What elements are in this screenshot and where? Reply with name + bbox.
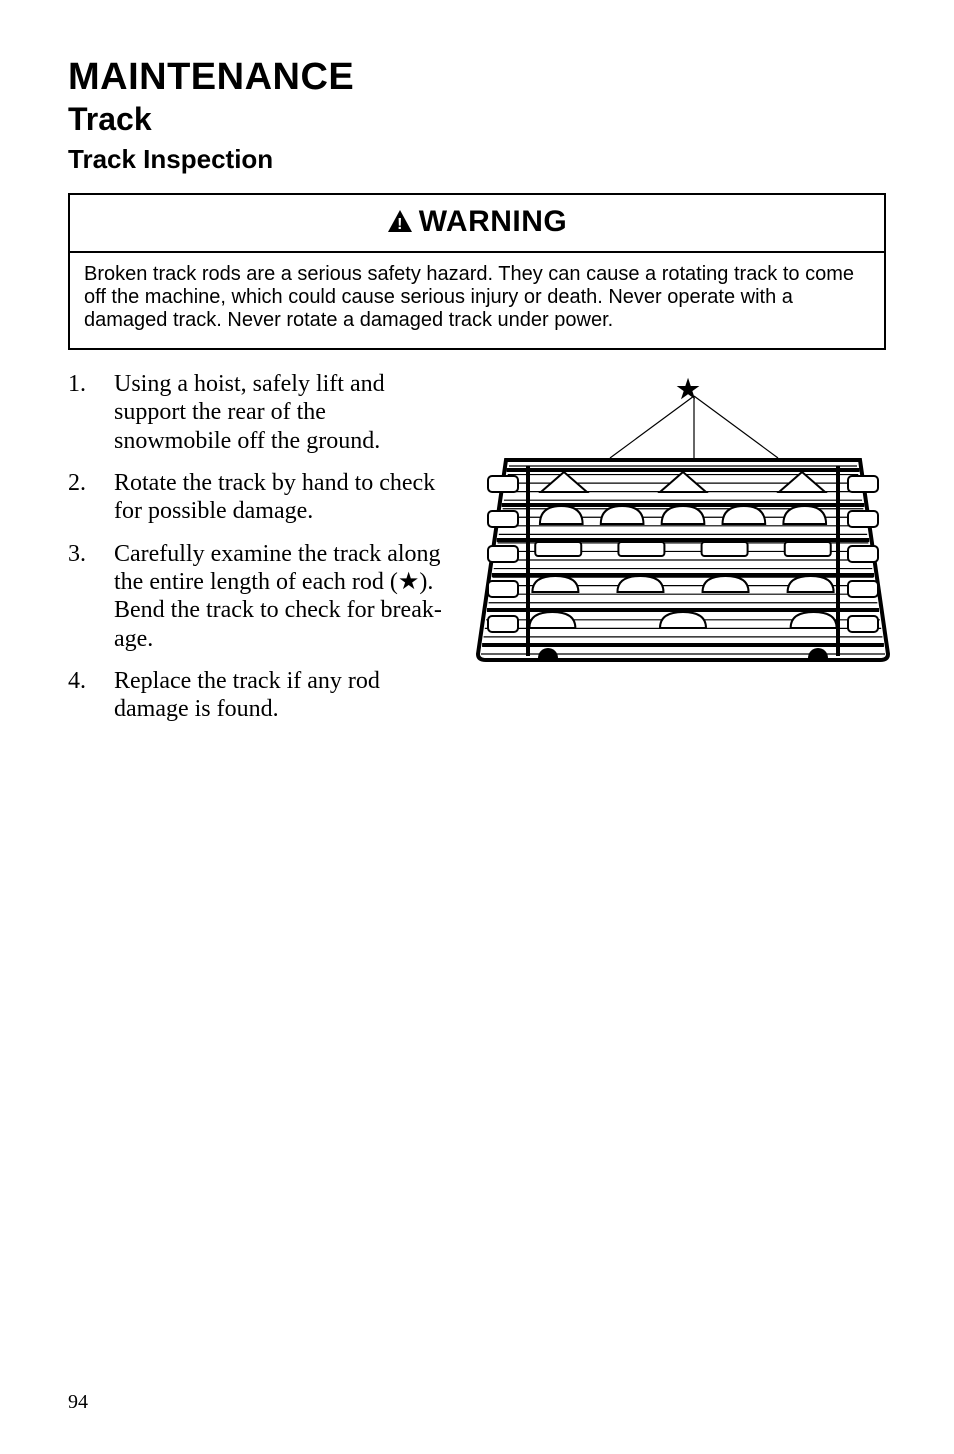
list-item: Carefully examine the track along the en… (68, 540, 448, 653)
warning-triangle-icon: ! (387, 207, 413, 241)
track-diagram: ★ (468, 370, 898, 670)
warning-title-text: WARNING (419, 205, 568, 238)
heading-track: Track (68, 101, 886, 138)
steps-list: Using a hoist, safely lift and support t… (68, 370, 448, 723)
svg-text:!: ! (397, 216, 403, 233)
list-item: Replace the track if any rod damage is f… (68, 667, 448, 724)
warning-body: Broken track rods are a serious safety h… (70, 253, 884, 348)
list-item: Rotate the track by hand to check for po… (68, 469, 448, 526)
heading-maintenance: MAINTENANCE (68, 56, 886, 99)
heading-track-inspection: Track Inspection (68, 144, 886, 175)
page-number: 94 (68, 1391, 88, 1414)
diagram-column: ★ (468, 370, 898, 737)
list-item: Using a hoist, safely lift and support t… (68, 370, 448, 455)
warning-box: ! WARNING Broken track rods are a seriou… (68, 193, 886, 350)
steps-column: Using a hoist, safely lift and support t… (68, 370, 448, 737)
warning-title: ! WARNING (70, 195, 884, 253)
